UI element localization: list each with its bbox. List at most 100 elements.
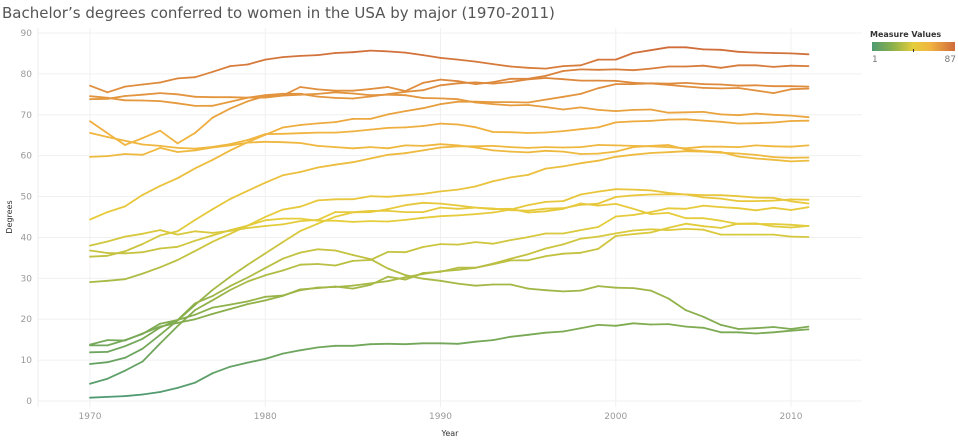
series-line[interactable]: Social Sciences and History — [89, 188, 810, 255]
line-segment — [386, 144, 407, 150]
line-segment — [579, 58, 600, 67]
line-segment — [386, 209, 407, 214]
line-segment — [579, 235, 600, 240]
y-tick-label: 40 — [21, 233, 33, 243]
series-line[interactable]: English — [89, 118, 810, 150]
line-segment — [667, 82, 687, 85]
series-line[interactable]: Architecture — [89, 222, 810, 354]
series-line[interactable]: Education — [89, 77, 810, 107]
line-segment — [89, 240, 109, 247]
line-segment — [562, 289, 582, 293]
line-segment — [492, 149, 512, 153]
line-segment — [386, 275, 407, 281]
line-segment — [176, 102, 197, 107]
line-segment — [755, 112, 775, 116]
line-segment — [299, 346, 319, 352]
line-segment — [632, 287, 652, 292]
line-segment — [141, 326, 162, 340]
line-segment — [176, 167, 197, 180]
line-segment — [89, 120, 109, 135]
line-segment — [141, 81, 162, 86]
line-segment — [649, 289, 670, 300]
line-segment — [264, 352, 284, 360]
line-segment — [562, 93, 582, 98]
line-segment — [790, 144, 810, 148]
line-segment — [141, 99, 162, 102]
line-segment — [386, 204, 407, 211]
line-segment — [755, 144, 775, 148]
series-line[interactable]: Business — [89, 193, 810, 365]
line-segment — [334, 285, 354, 290]
line-segment — [720, 194, 740, 198]
series-line[interactable]: Biology — [89, 150, 810, 284]
line-segment — [141, 391, 162, 396]
y-tick-label: 20 — [21, 315, 33, 325]
line-segment — [772, 233, 792, 238]
line-segment — [509, 236, 529, 242]
line-segment — [667, 207, 687, 210]
line-segment — [544, 330, 565, 334]
line-segment — [194, 234, 214, 242]
line-segment — [351, 209, 372, 214]
line-segment — [685, 64, 705, 68]
line-segment — [316, 52, 337, 56]
line-segment — [509, 65, 529, 69]
line-segment — [649, 108, 670, 114]
line-segment — [737, 331, 757, 335]
line-segment — [579, 106, 600, 111]
line-segment — [632, 152, 652, 156]
line-segment — [281, 55, 302, 58]
line-segment — [614, 233, 635, 237]
series-line[interactable]: Engineering — [89, 322, 810, 399]
line-segment — [194, 294, 214, 305]
line-segment — [404, 216, 424, 221]
line-segment — [457, 80, 477, 85]
series-line[interactable]: Computer Science — [89, 248, 810, 347]
line-segment — [614, 120, 635, 124]
line-segment — [334, 91, 354, 95]
series-line[interactable]: Physical Sciences — [89, 227, 810, 346]
line-segment — [667, 323, 687, 328]
line-segment — [649, 151, 670, 154]
line-segment — [544, 243, 565, 250]
line-segment — [246, 133, 267, 144]
line-segment — [439, 143, 459, 147]
line-segment — [755, 121, 775, 125]
line-segment — [124, 93, 144, 97]
series-line[interactable]: Health Professions — [89, 46, 810, 94]
line-segment — [299, 54, 319, 57]
line-segment — [562, 68, 582, 72]
line-segment — [597, 121, 617, 129]
line-segment — [685, 118, 705, 122]
series-line[interactable]: Communications and Journalism — [89, 144, 810, 258]
line-segment — [316, 91, 337, 95]
line-segment — [159, 144, 179, 149]
line-segment — [474, 262, 495, 269]
line-segment — [702, 196, 722, 200]
line-segment — [211, 65, 232, 73]
series-line[interactable]: Agriculture — [89, 204, 810, 385]
line-segment — [141, 229, 162, 235]
line-segment — [562, 193, 582, 203]
series-line[interactable]: Foreign Languages — [89, 91, 810, 119]
line-segment — [720, 206, 740, 210]
line-segment — [194, 145, 214, 150]
series-line[interactable]: Math and Statistics — [89, 202, 810, 247]
series-line[interactable]: Public Administration — [89, 64, 810, 146]
line-segment — [720, 120, 740, 125]
series-line[interactable]: Psychology — [89, 82, 810, 221]
line-segment — [159, 129, 179, 145]
line-segment — [386, 126, 407, 129]
line-segment — [141, 234, 162, 245]
line-segment — [159, 92, 179, 96]
line-segment — [334, 219, 354, 223]
line-segment — [614, 214, 635, 218]
line-segment — [106, 95, 126, 100]
line-segment — [141, 92, 162, 96]
line-segment — [737, 87, 757, 92]
line-segment — [229, 63, 249, 67]
line-segment — [89, 95, 109, 99]
line-segment — [492, 257, 512, 265]
line-segment — [492, 335, 512, 342]
line-segment — [527, 287, 547, 292]
